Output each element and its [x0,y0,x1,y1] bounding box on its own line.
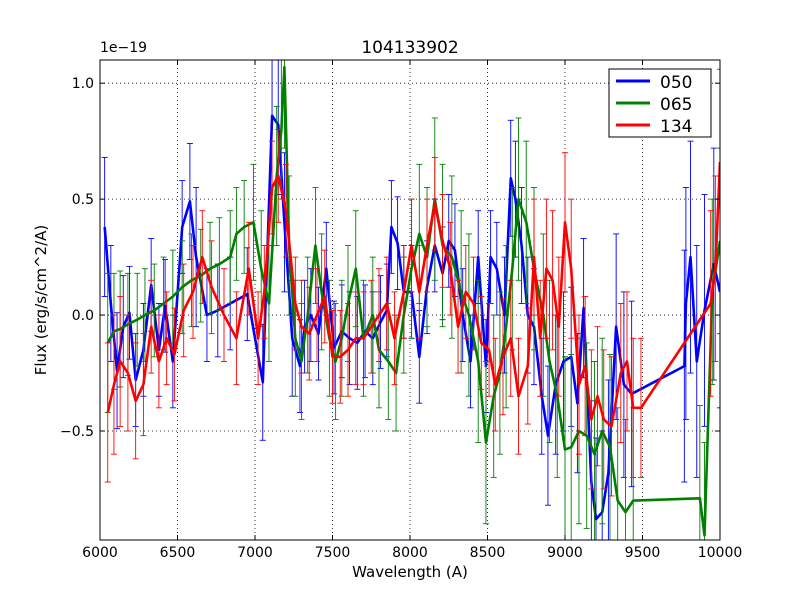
y-axis-label: Flux (erg/s/cm^2/A) [32,225,50,376]
y-tick-label: −0.5 [60,424,94,440]
series-layer [101,60,720,540]
x-tick-label: 10000 [698,545,743,561]
legend-label-134: 134 [660,117,692,137]
axis-ticks: 6000 6500 7000 7500 8000 8500 9000 9500 10000 −0.… [60,60,742,561]
legend-label-065: 065 [660,95,692,115]
x-tick-label: 8500 [470,545,506,561]
x-tick-label: 7000 [237,545,273,561]
x-tick-label: 8000 [392,545,428,561]
series-line-134 [106,161,720,428]
x-tick-label: 9000 [547,545,583,561]
x-tick-label: 6500 [160,545,196,561]
legend-label-050: 050 [660,73,692,93]
chart-title: 104133902 [361,38,458,58]
y-tick-label: 1.0 [72,76,94,92]
x-tick-label: 7500 [315,545,351,561]
y-offset-label: 1e−19 [100,40,147,56]
x-tick-label: 9500 [625,545,661,561]
x-axis-label: Wavelength (A) [352,563,468,581]
series-134 [104,68,720,497]
y-tick-label: 0.5 [72,192,94,208]
y-tick-label: 0.0 [72,308,94,324]
legend: 050 065 134 [608,68,712,138]
x-tick-label: 6000 [82,545,118,561]
